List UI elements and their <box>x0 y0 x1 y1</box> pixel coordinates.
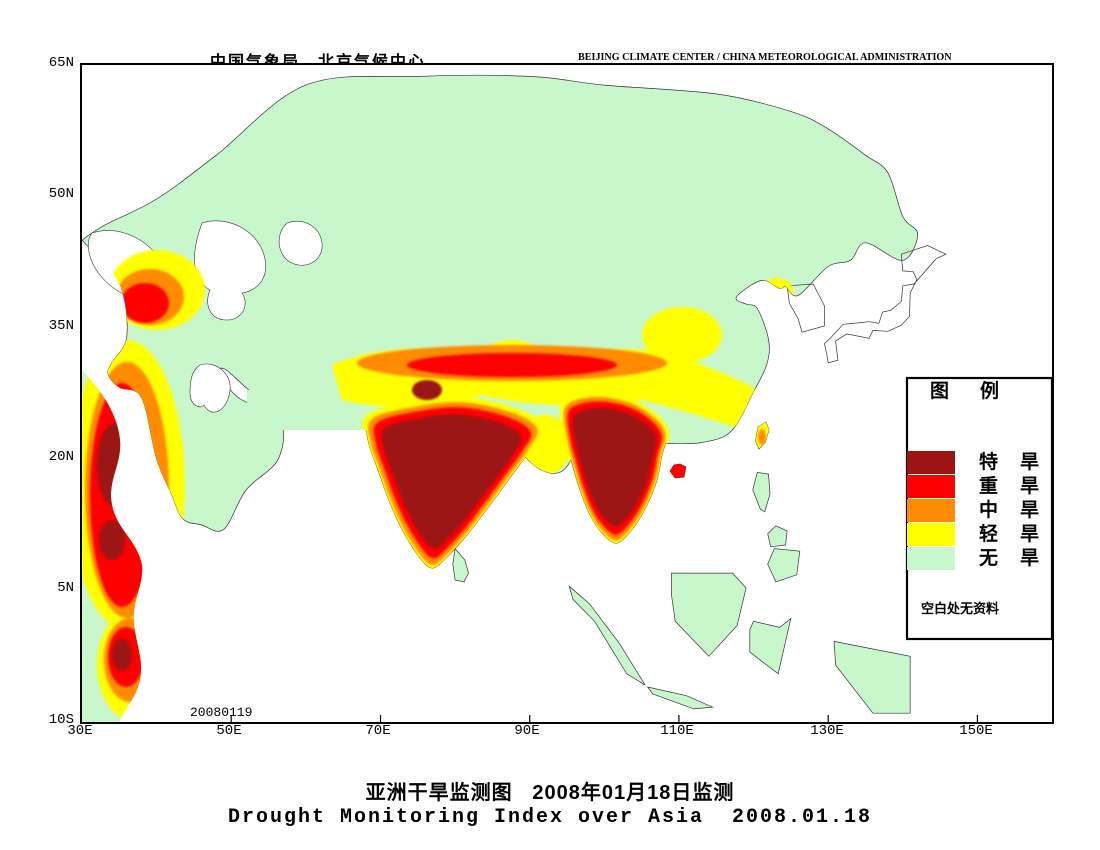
svg-text:图: 图 <box>930 380 949 402</box>
svg-text:特: 特 <box>979 451 998 473</box>
svg-text:旱: 旱 <box>1020 475 1039 497</box>
svg-text:旱: 旱 <box>1020 547 1039 569</box>
svg-text:旱: 旱 <box>1020 523 1039 545</box>
svg-text:重: 重 <box>979 475 998 497</box>
svg-text:20080119: 20080119 <box>190 705 252 720</box>
svg-text:旱: 旱 <box>1020 499 1039 521</box>
svg-text:轻: 轻 <box>979 522 998 545</box>
svg-text:中: 中 <box>979 498 998 521</box>
svg-text:无: 无 <box>979 548 998 569</box>
svg-text:空白处无资料: 空白处无资料 <box>921 601 999 616</box>
svg-text:旱: 旱 <box>1020 451 1039 473</box>
svg-text:例: 例 <box>980 379 999 402</box>
